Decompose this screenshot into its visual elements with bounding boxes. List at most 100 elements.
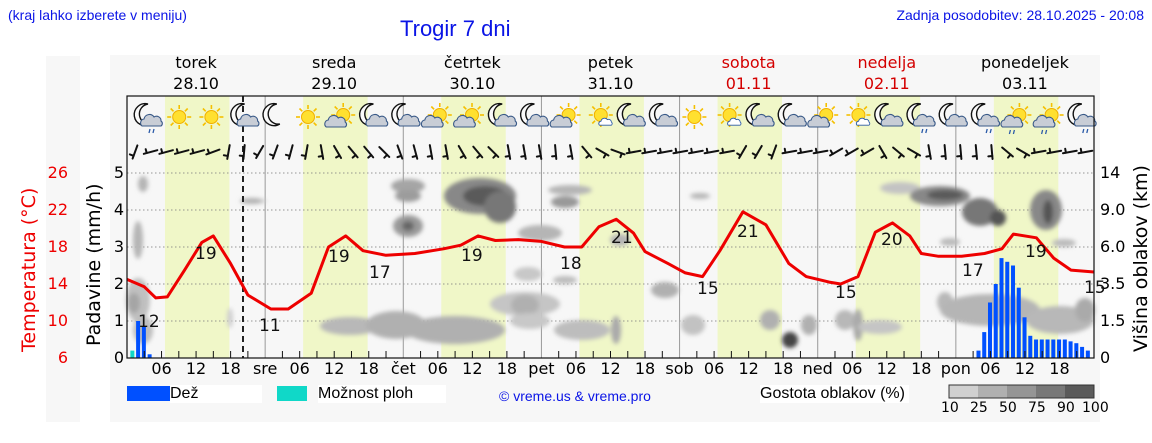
temperature-label: 19 — [461, 246, 483, 266]
temperature-label: 21 — [737, 222, 759, 242]
day-date: 29.10 — [311, 74, 358, 93]
time-tick: 12 — [600, 359, 621, 378]
temperature-tick: 10 — [47, 311, 68, 330]
day-date: 03.11 — [1002, 74, 1048, 93]
time-tick: 12 — [1014, 359, 1036, 378]
temperature-label: 17 — [369, 263, 391, 283]
precipitation-tick: 2 — [113, 274, 124, 293]
day-label-31.10: petek 31.10 — [551, 52, 671, 94]
time-tick: 06 — [151, 359, 172, 378]
sun-icon — [681, 104, 708, 130]
day-label-03.11: ponedeljek 03.11 — [965, 52, 1085, 94]
cloud-density-tick: 75 — [1028, 400, 1046, 416]
time-tick: 18 — [496, 359, 518, 378]
temperature-axis-panel — [46, 56, 80, 422]
cloud-density-label: Gostota oblakov (%) — [760, 385, 909, 403]
time-tick: čet — [390, 359, 416, 378]
time-tick: 06 — [842, 359, 863, 378]
sun-icon — [198, 104, 225, 130]
cloud-height-tick: 9.0 — [1100, 200, 1126, 219]
time-tick: 18 — [1049, 359, 1070, 378]
time-tick: 12 — [324, 359, 345, 378]
page-title: Trogir 7 dni — [400, 16, 511, 41]
day-name: nedelja — [857, 53, 917, 72]
temperature-label: 21 — [611, 228, 633, 248]
day-label-01.11: sobota 01.11 — [689, 52, 809, 94]
precipitation-tick: 5 — [113, 163, 124, 182]
temperature-labels: 12 19 11 19 17 19 18 21 15 21 15 20 17 19 15 — [138, 222, 1106, 336]
cloud-density-tick: 10 — [941, 400, 959, 416]
day-date: 01.11 — [725, 74, 772, 93]
precipitation-bars — [130, 258, 1090, 358]
time-tick: 06 — [427, 359, 448, 378]
temperature-tick: 18 — [47, 237, 68, 256]
cloud-density-tick: 25 — [970, 400, 988, 416]
sun-cloud-small-icon — [845, 102, 872, 128]
day-name: sobota — [721, 53, 776, 72]
precipitation-tick: 3 — [113, 237, 124, 256]
time-tick: 18 — [634, 359, 656, 378]
time-tick: 06 — [565, 359, 587, 378]
time-tick: 06 — [703, 359, 725, 378]
cloud-density-map — [126, 176, 1095, 348]
cloud-height-tick: 14 — [1100, 163, 1121, 182]
day-name: sreda — [312, 53, 357, 72]
temperature-label: 19 — [328, 247, 350, 267]
cloud-density-tick: 100 — [1082, 400, 1109, 416]
location-hint: (kraj lahko izberete v meniju) — [8, 7, 187, 23]
cloud-height-tick: 0 — [1100, 348, 1111, 367]
temperature-tick: 26 — [47, 163, 68, 182]
temperature-tick: 14 — [47, 274, 68, 293]
time-tick: 18 — [772, 359, 794, 378]
time-tick: pet — [528, 359, 555, 378]
time-tick: pon — [940, 359, 971, 378]
day-label-29.10: sreda 29.10 — [274, 52, 394, 94]
temperature-label: 20 — [881, 230, 903, 250]
day-date: 30.10 — [449, 74, 496, 93]
time-tick: 06 — [289, 359, 310, 378]
cloud-density-tick: 90 — [1057, 400, 1075, 416]
sun-cloud-small-icon — [716, 102, 743, 128]
day-date: 28.10 — [173, 74, 219, 93]
time-tick: sob — [665, 359, 694, 378]
temperature-label: 12 — [138, 312, 160, 332]
temperature-tick: 6 — [57, 348, 68, 367]
cloud-height-tick: 6.0 — [1100, 237, 1126, 256]
time-tick: ned — [802, 359, 833, 378]
cloud-density-tick: 50 — [999, 400, 1017, 416]
precipitation-tick: 0 — [113, 348, 124, 367]
cloud-density-scale — [948, 384, 1095, 399]
last-update: Zadnja posodobitev: 28.10.2025 - 20:08 — [896, 7, 1144, 23]
precipitation-tick: 4 — [113, 200, 124, 219]
copyright-link[interactable]: © vreme.us & vreme.pro — [499, 388, 651, 404]
day-label-30.10: četrtek 30.10 — [412, 52, 532, 94]
temperature-label: 15 — [835, 283, 857, 303]
cloud-height-tick: 1.5 — [1100, 311, 1126, 330]
day-label-02.11: nedelja 02.11 — [827, 52, 947, 94]
time-tick: sre — [252, 359, 278, 378]
day-name: četrtek — [443, 53, 501, 72]
temperature-line — [126, 210, 1095, 311]
time-tick: 12 — [185, 359, 207, 378]
sun-icon — [295, 104, 321, 130]
cloud-height-tick: 3.5 — [1100, 274, 1126, 293]
day-date: 31.10 — [587, 74, 634, 93]
showers-legend-swatch — [277, 386, 307, 401]
time-tick: 12 — [738, 359, 759, 378]
wind-barbs — [128, 144, 1094, 160]
day-date: 02.11 — [863, 74, 910, 93]
time-tick: 18 — [358, 359, 379, 378]
sun-icon — [166, 104, 192, 130]
day-label-28.10: torek 28.10 — [136, 52, 256, 94]
time-tick: 18 — [220, 359, 241, 378]
time-tick: 18 — [911, 359, 932, 378]
sun-cloud-small-icon — [587, 102, 614, 128]
temperature-label: 18 — [560, 254, 582, 274]
temperature-label: 19 — [195, 244, 217, 264]
day-name: ponedeljek — [980, 53, 1069, 72]
time-tick: 06 — [980, 359, 1001, 378]
showers-legend-label: Možnost ploh — [318, 385, 446, 403]
temperature-label: 17 — [962, 261, 984, 281]
temperature-label: 11 — [259, 316, 281, 336]
